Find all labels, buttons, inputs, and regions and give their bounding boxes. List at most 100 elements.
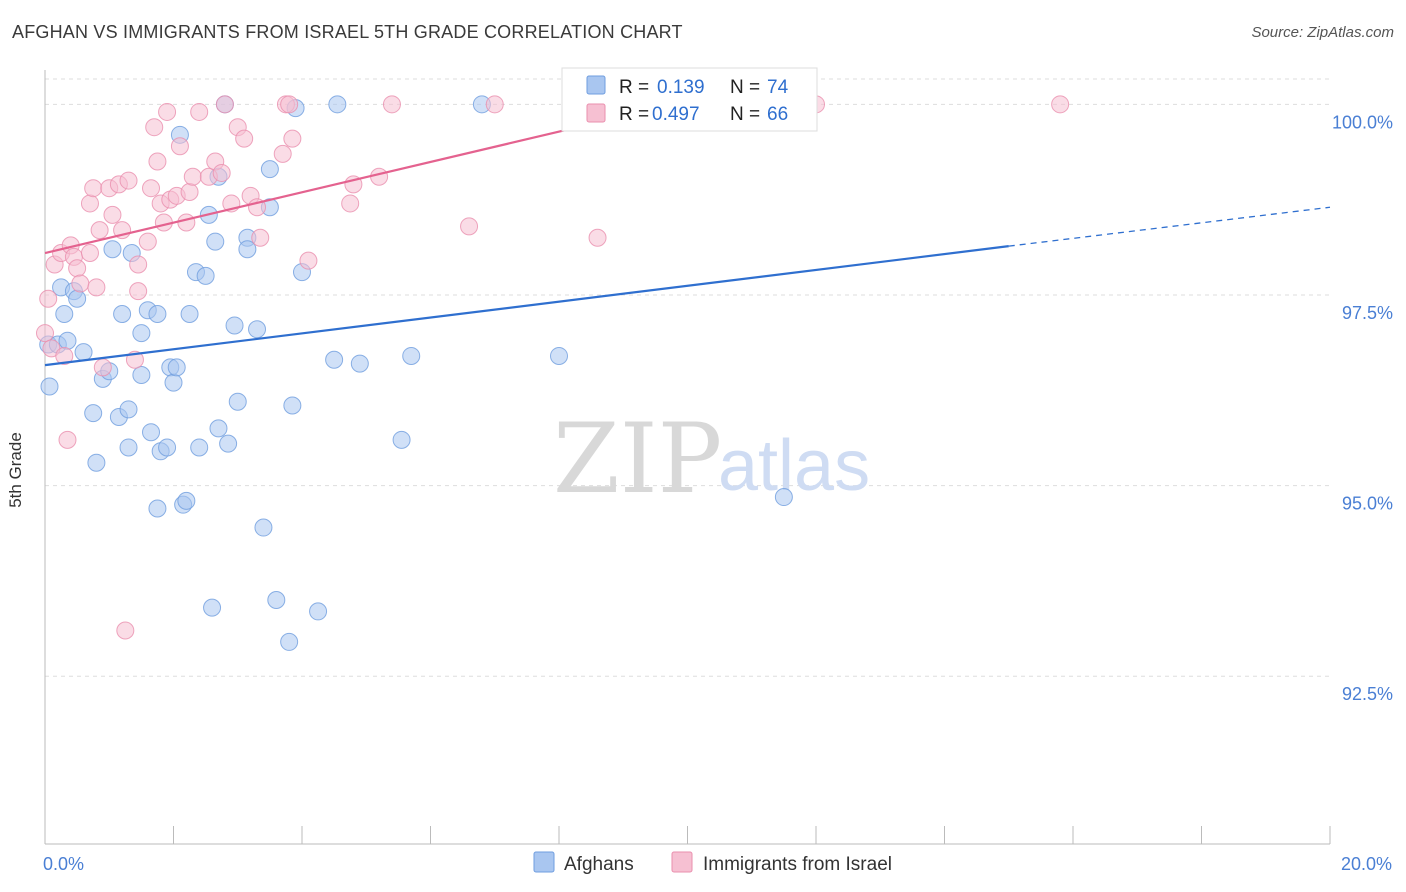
israel-point xyxy=(55,346,74,365)
y-tick-label: 100.0% xyxy=(1332,112,1393,132)
israel-point xyxy=(138,232,157,251)
gridlines xyxy=(45,78,1330,677)
israel-point xyxy=(215,95,234,114)
chart-source: Source: ZipAtlas.com xyxy=(1251,24,1394,41)
stats-legend-swatch-afghans xyxy=(586,75,606,95)
afghans-point xyxy=(103,240,122,259)
israel-point xyxy=(84,179,103,198)
afghans-point xyxy=(119,438,138,457)
stats-legend-n-value-afghans: 74 xyxy=(767,77,789,98)
afghans-point xyxy=(260,160,279,179)
israel-point xyxy=(588,228,607,247)
israel-point xyxy=(71,274,90,293)
israel-point xyxy=(39,289,58,308)
afghans-point xyxy=(84,404,103,423)
afghans-point xyxy=(254,518,273,537)
afghans-trend-extension xyxy=(1008,206,1331,247)
x-tick-label: 0.0% xyxy=(43,854,84,874)
afghans-point xyxy=(55,305,74,324)
israel-point xyxy=(58,430,77,449)
afghans-point xyxy=(248,320,267,339)
y-tick-label: 97.5% xyxy=(1342,303,1393,323)
israel-point xyxy=(90,221,109,240)
afghans-point xyxy=(283,396,302,415)
data-points xyxy=(36,95,1070,651)
afghans-point xyxy=(167,358,186,377)
afghans-point xyxy=(40,377,59,396)
israel-point xyxy=(1051,95,1070,114)
watermark-zip: ZIP xyxy=(553,403,722,515)
afghans-point xyxy=(177,491,196,510)
legend-swatch-israel xyxy=(671,851,693,873)
afghans-point xyxy=(164,373,183,392)
israel-point xyxy=(93,358,112,377)
afghans-point xyxy=(206,232,225,251)
bottom-legend: Afghans Immigrants from Israel xyxy=(533,851,892,875)
afghans-point xyxy=(392,430,411,449)
israel-point xyxy=(190,102,209,121)
afghans-point xyxy=(325,350,344,369)
afghans-point xyxy=(180,305,199,324)
watermark-atlas: atlas xyxy=(718,426,870,506)
afghans-point xyxy=(203,598,222,617)
afghans-point xyxy=(774,488,793,507)
israel-point xyxy=(382,95,401,114)
y-tick-label: 95.0% xyxy=(1342,494,1393,514)
afghans-point xyxy=(402,346,421,365)
israel-point xyxy=(116,621,135,640)
israel-point xyxy=(68,259,87,278)
chart-title: AFGHAN VS IMMIGRANTS FROM ISRAEL 5TH GRA… xyxy=(12,22,683,42)
afghans-point xyxy=(550,346,568,365)
israel-point xyxy=(103,205,122,224)
afghans-point xyxy=(119,400,138,419)
afghans-point xyxy=(132,324,151,343)
israel-point xyxy=(119,171,138,190)
afghans-point xyxy=(238,240,257,259)
stats-legend-r-label: R = xyxy=(619,104,649,125)
legend-swatch-afghans xyxy=(533,851,555,873)
israel-point xyxy=(212,163,231,182)
israel-point xyxy=(36,324,54,343)
afghans-point xyxy=(267,590,286,609)
stats-legend-r-value-israel: 0.497 xyxy=(652,104,700,125)
afghans-point xyxy=(142,423,161,442)
afghans-point xyxy=(148,305,167,324)
y-tick-label: 92.5% xyxy=(1342,684,1393,704)
tick-labels: 100.0% 97.5% 95.0% 92.5% 0.0% 20.0% xyxy=(43,112,1393,874)
afghans-point xyxy=(350,354,369,373)
afghans-point xyxy=(328,95,347,114)
afghans-point xyxy=(309,602,328,621)
stats-legend: R = 0.139 N = 74 R = 0.497 N = 66 xyxy=(561,67,818,132)
israel-point xyxy=(299,251,318,270)
afghans-point xyxy=(219,434,238,453)
afghans-point xyxy=(87,453,106,472)
israel-point xyxy=(370,167,389,186)
afghans-point xyxy=(228,392,247,411)
israel-point xyxy=(129,255,148,274)
stats-legend-r-label: R = xyxy=(619,77,649,98)
legend-label-israel: Immigrants from Israel xyxy=(703,854,892,875)
stats-legend-n-label: N = xyxy=(730,104,760,125)
israel-point xyxy=(180,183,199,202)
afghans-point xyxy=(74,343,93,362)
afghans-point xyxy=(58,331,77,350)
afghans-trend-line xyxy=(44,245,1009,367)
watermark: ZIP atlas xyxy=(553,403,870,515)
afghans-point xyxy=(225,316,244,335)
x-tick-label: 20.0% xyxy=(1341,854,1392,874)
afghans-point xyxy=(68,289,87,308)
israel-point xyxy=(142,179,161,198)
israel-point xyxy=(129,282,148,301)
afghans-point xyxy=(209,419,228,438)
israel-point xyxy=(158,102,177,121)
israel-point xyxy=(460,217,479,236)
stats-legend-n-value-israel: 66 xyxy=(767,104,788,125)
israel-point xyxy=(148,152,167,171)
afghans-point xyxy=(280,632,299,651)
israel-point xyxy=(485,95,504,114)
legend-label-afghans: Afghans xyxy=(564,854,634,875)
israel-point xyxy=(251,228,270,247)
israel-point xyxy=(235,129,254,148)
stats-legend-swatch-israel xyxy=(586,103,606,123)
